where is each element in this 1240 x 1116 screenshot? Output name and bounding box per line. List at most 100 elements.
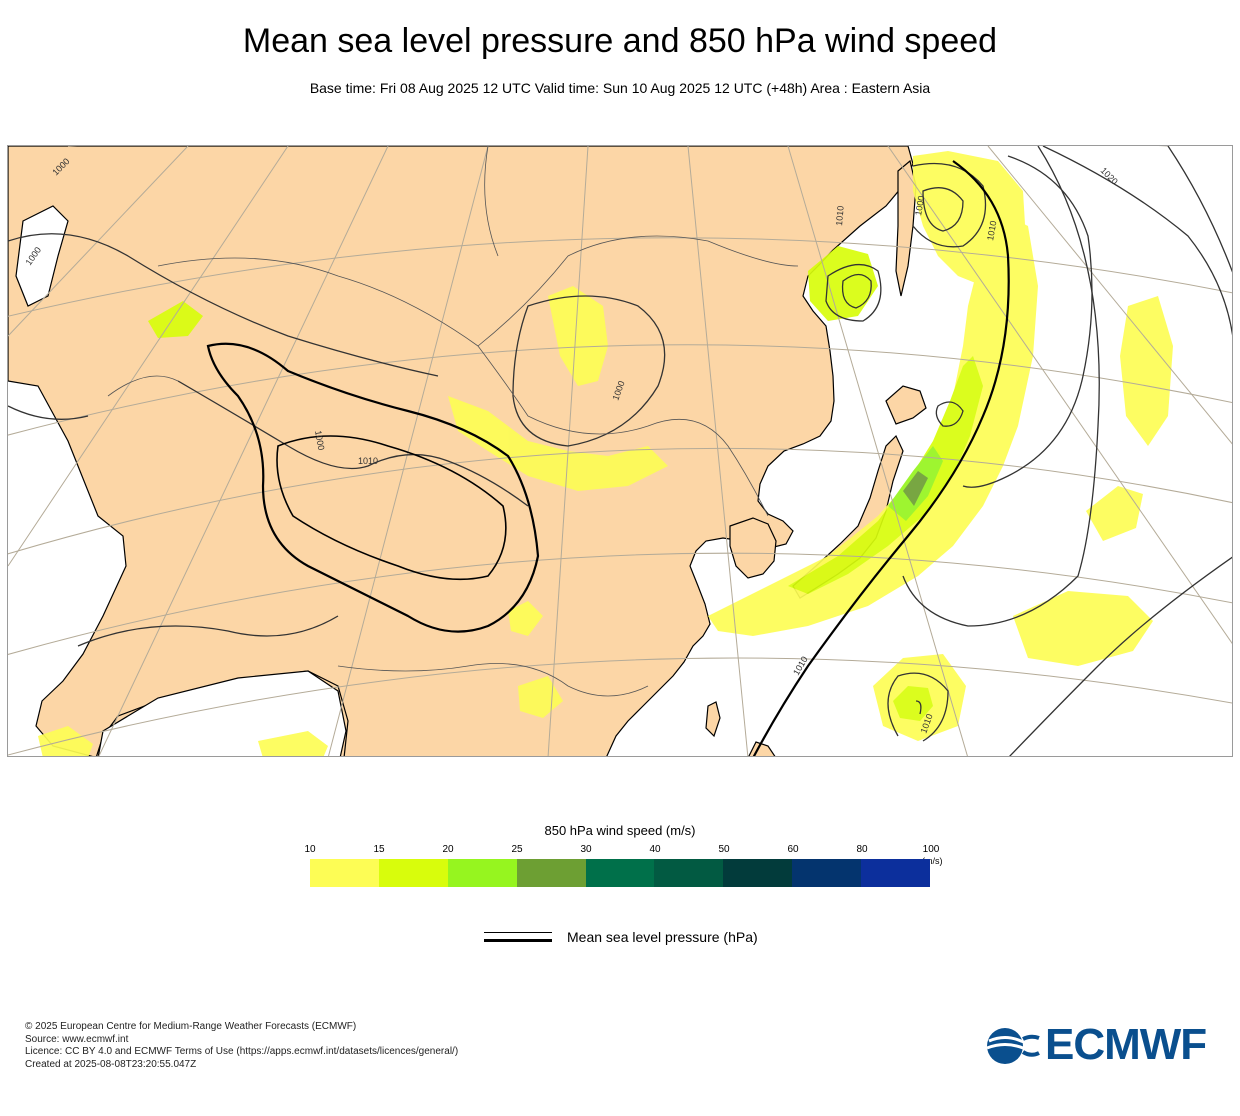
footer-source: Source: www.ecmwf.int	[25, 1033, 129, 1045]
colorbar-unit: (m/s)	[922, 856, 943, 866]
wind-area-olive-core	[903, 471, 928, 506]
parallel-line	[8, 657, 1232, 756]
contour-label: 1000	[913, 195, 926, 216]
colorbar-swatch	[310, 859, 379, 887]
colorbar-swatch	[585, 859, 655, 887]
isobar	[902, 146, 1100, 627]
border-line	[107, 375, 179, 397]
meridian-line	[8, 146, 289, 567]
isobar	[1009, 556, 1232, 756]
isobar	[912, 162, 987, 248]
land-mass-asia	[8, 146, 914, 756]
wind-area-typhoon-core	[893, 686, 933, 721]
isobar	[1042, 146, 1232, 336]
parallel-line	[8, 552, 1232, 655]
wind-area-kazakh	[148, 301, 203, 338]
colorbar-swatch	[861, 859, 931, 887]
isobar	[1167, 146, 1232, 273]
wind-area-north-jet	[913, 151, 1026, 286]
isobar	[177, 380, 529, 507]
ecmwf-logo-icon	[986, 1028, 1041, 1064]
colorbar-tick: 25	[511, 844, 523, 855]
land-hokkaido	[885, 385, 927, 425]
isobar	[825, 264, 882, 322]
isobar	[77, 615, 339, 647]
parallel-line	[8, 237, 1232, 317]
colorbar-swatch	[792, 859, 862, 887]
footer: © 2025 European Centre for Medium-Range …	[25, 1021, 458, 1071]
land-taiwan	[705, 701, 721, 738]
isobar	[915, 700, 922, 715]
page-title: Mean sea level pressure and 850 hPa wind…	[242, 22, 998, 60]
land-korea	[729, 517, 777, 579]
meridian-line	[8, 146, 189, 337]
meridian-line	[98, 146, 389, 756]
map-panel[interactable]: 1000 1000 1000 1010 1000 1010 1000 1010 …	[7, 145, 1233, 757]
isobar	[8, 405, 89, 420]
colorbar-tick: 20	[442, 844, 454, 855]
sea-bay-of-bengal	[97, 670, 347, 756]
colorbar-tick: 10	[304, 844, 316, 855]
wind-legend-title: 850 hPa wind speed (m/s)	[544, 823, 696, 838]
wind-area-baikal	[548, 286, 608, 386]
colorbar-tick: 50	[718, 844, 730, 855]
mslp-legend-line	[484, 930, 552, 942]
wind-area-lime-core	[788, 356, 983, 594]
meridian-line	[547, 146, 589, 756]
contour-label: 1010	[834, 205, 846, 226]
wind-area-bay-south	[38, 726, 93, 756]
ecmwf-logo[interactable]: ECMWF	[985, 1020, 1220, 1070]
isobar	[512, 295, 666, 447]
land-sakhalin	[895, 159, 917, 297]
colorbar-tick: 15	[373, 844, 385, 855]
mslp-isobars	[8, 146, 1232, 756]
border-line	[484, 146, 499, 257]
isobar-bold	[752, 160, 1010, 756]
isobar	[8, 233, 439, 377]
page-subtitle: Base time: Fri 08 Aug 2025 12 UTC Valid …	[309, 80, 931, 96]
isobar	[841, 273, 872, 309]
colorbar-tick: 30	[580, 844, 592, 855]
parallel-line	[8, 447, 1232, 555]
plateau-outline	[206, 342, 540, 633]
meridian-line	[987, 146, 1232, 445]
isobar	[922, 187, 964, 232]
contour-label: 1000	[313, 430, 326, 451]
colorbar-swatch	[516, 859, 586, 887]
border-line	[337, 663, 649, 697]
wind-colorbar	[310, 859, 931, 887]
parallel-line	[8, 344, 1232, 436]
isobar	[962, 155, 1093, 488]
border-line	[477, 345, 769, 517]
wind-area-pacific-band	[708, 216, 1038, 636]
contour-label: 1010	[985, 220, 998, 241]
wind-area-indochina	[258, 731, 328, 756]
colorbar-swatch	[723, 859, 793, 887]
colorbar-swatch	[378, 859, 448, 887]
plateau-inner	[276, 435, 507, 581]
contour-label: 1010	[358, 456, 378, 466]
map-canvas: 1000 1000 1000 1010 1000 1010 1000 1010 …	[8, 146, 1232, 756]
sea-caspian	[15, 205, 69, 307]
footer-licence: Licence: CC BY 4.0 and ECMWF Terms of Us…	[25, 1046, 459, 1058]
colorbar-tick: 40	[649, 844, 661, 855]
footer-created: Created at 2025-08-08T23:20:55.047Z	[25, 1058, 197, 1070]
ecmwf-logo-text: ECMWF	[1045, 1020, 1207, 1069]
colorbar-tick: 60	[787, 844, 799, 855]
graticule	[8, 146, 1232, 756]
colorbar-tick: 80	[856, 844, 868, 855]
colorbar-swatch	[447, 859, 517, 887]
wind-area-pacific-east	[1120, 296, 1173, 446]
mslp-legend-label: Mean sea level pressure (hPa)	[567, 929, 758, 945]
footer-copyright: © 2025 European Centre for Medium-Range …	[25, 1021, 357, 1032]
meridian-line	[787, 146, 968, 756]
country-borders	[107, 146, 799, 697]
colorbar-tick: 100	[922, 844, 940, 855]
meridian-line	[687, 146, 749, 756]
meridian-line	[887, 146, 1232, 644]
isobar	[887, 672, 949, 742]
colorbar-swatch	[654, 859, 724, 887]
wind-area-south-china	[508, 601, 543, 636]
border-line	[157, 235, 799, 347]
wind-area-mongolia	[448, 396, 668, 491]
